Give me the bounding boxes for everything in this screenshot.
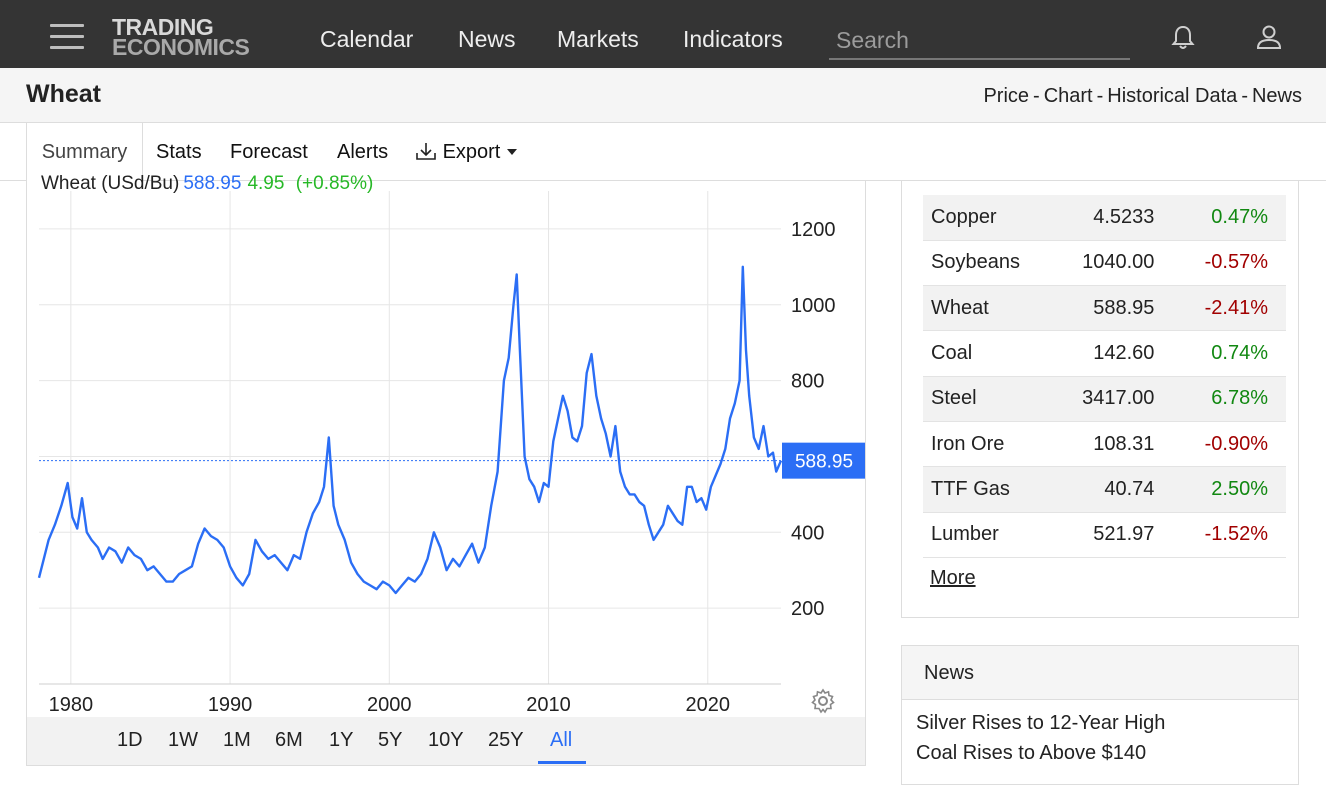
range-1d[interactable]: 1D [117,729,143,751]
series-label: Wheat (USd/Bu) [41,173,180,194]
market-name[interactable]: TTF Gas [923,466,1052,513]
link-historical-data[interactable]: Historical Data [1107,85,1238,107]
market-change: -0.57% [1178,240,1286,287]
nav-markets[interactable]: Markets [557,26,639,52]
market-change: -1.52% [1178,512,1286,558]
market-change: 0.47% [1178,195,1286,241]
market-change: 2.50% [1178,466,1286,513]
download-icon [416,143,436,160]
market-value: 521.97 [1051,512,1179,558]
logo-line-2: ECONOMICS [112,34,250,60]
logo-line-1: TRADING [112,14,214,40]
range-all[interactable]: All [550,729,573,751]
tab-stats[interactable]: Stats [156,141,202,163]
market-row[interactable]: Soybeans 1040.00 -0.57% [923,240,1286,287]
market-value: 40.74 [1051,466,1179,513]
range-25y[interactable]: 25Y [488,729,524,751]
market-name[interactable]: Iron Ore [923,421,1052,468]
market-name[interactable]: Lumber [923,512,1052,558]
range-1w[interactable]: 1W [168,729,198,751]
markets-panel: Copper 4.5233 0.47% Soybeans 1040.00 -0.57% Wh… [901,181,1299,618]
page-header: Wheat Price - Chart - Historical Data - News [0,68,1326,123]
active-range-indicator [538,761,586,764]
market-value: 108.31 [1051,421,1179,468]
market-row[interactable]: TTF Gas 40.74 2.50% [923,466,1286,513]
range-5y[interactable]: 5Y [378,729,403,751]
x-tick-label: 2020 [686,694,731,716]
tab-forecast[interactable]: Forecast [230,141,308,163]
market-name[interactable]: Wheat [923,285,1052,332]
news-item[interactable]: Coal Rises to Above $140 [916,742,1147,764]
range-1m[interactable]: 1M [223,729,251,751]
page-title: Wheat [26,80,101,108]
market-row[interactable]: Copper 4.5233 0.47% [923,195,1286,241]
menu-icon[interactable] [50,24,84,49]
market-row[interactable]: Iron Ore 108.31 -0.90% [923,421,1286,468]
market-change: 0.74% [1178,330,1286,377]
market-value: 3417.00 [1051,376,1179,422]
price-tag-box [782,442,865,479]
tab-alerts[interactable]: Alerts [337,141,389,163]
price-change: 4.95 [247,173,285,194]
market-name[interactable]: Coal [923,330,1052,377]
y-tick-label: 1200 [791,219,836,241]
tab-bar: Summary Stats Forecast Alerts Export [0,123,1326,181]
link-chart[interactable]: Chart [1043,85,1093,107]
price-change-pct: (+0.85%) [295,173,374,194]
market-change: -0.90% [1178,421,1286,468]
market-value: 4.5233 [1051,195,1179,241]
y-tick-label: 400 [791,522,824,544]
market-value: 588.95 [1051,285,1179,332]
market-row[interactable]: Wheat 588.95 -2.41% [923,285,1286,332]
section-links: Price - Chart - Historical Data - News [983,85,1302,107]
price-series-line [37,265,783,595]
x-tick-label: 2010 [526,694,571,716]
logo[interactable]: TRADING ECONOMICS [112,14,250,60]
x-tick-label: 2000 [367,694,412,716]
tab-export[interactable]: Export [415,123,518,181]
range-1y[interactable]: 1Y [329,729,354,751]
bell-icon[interactable] [1168,22,1198,52]
price-chart-panel: Wheat (USd/Bu) 588.95 4.95 (+0.85%) 200 400… [26,173,866,766]
y-tick-label: 1000 [791,295,836,317]
price-chart[interactable]: 200 400 800 1000 1200 1980 1990 2000 2010 2020 588… [27,181,865,718]
market-row[interactable]: Coal 142.60 0.74% [923,330,1286,377]
nav-indicators[interactable]: Indicators [683,26,783,52]
market-row[interactable]: Lumber 521.97 -1.52% [923,512,1286,558]
market-change: -2.41% [1178,285,1286,332]
range-10y[interactable]: 10Y [428,729,464,751]
y-tick-label: 200 [791,598,824,620]
top-navbar: TRADING ECONOMICS Calendar News Markets … [0,0,1326,68]
link-price[interactable]: Price [983,85,1030,107]
news-heading: News [902,646,1298,700]
news-item[interactable]: Silver Rises to 12-Year High [916,712,1166,734]
nav-calendar[interactable]: Calendar [320,26,414,52]
last-price: 588.95 [183,173,242,194]
nav-news[interactable]: News [458,26,516,52]
market-value: 1040.00 [1051,240,1179,287]
y-tick-label: 800 [791,371,824,393]
user-icon[interactable] [1254,22,1284,52]
market-row[interactable]: Steel 3417.00 6.78% [923,376,1286,422]
price-tag-label: 588.95 [795,452,853,473]
caret-down-icon [506,149,517,155]
tab-summary[interactable]: Summary [26,123,143,181]
link-news[interactable]: News [1251,85,1302,107]
market-change: 6.78% [1178,376,1286,422]
market-value: 142.60 [1051,330,1179,377]
x-tick-label: 1980 [49,694,94,716]
market-name[interactable]: Soybeans [923,240,1052,287]
search-input[interactable] [829,22,1130,60]
chart-title: Wheat (USd/Bu) 588.95 4.95 (+0.85%) [41,173,373,195]
news-panel: News Silver Rises to 12-Year High Coal R… [901,645,1299,785]
tab-export-label: Export [442,141,501,163]
market-name[interactable]: Steel [923,376,1052,422]
markets-table: Copper 4.5233 0.47% Soybeans 1040.00 -0.57% Wh… [923,195,1286,558]
settings-gear-icon[interactable] [810,688,836,714]
x-tick-label: 1990 [208,694,253,716]
range-6m[interactable]: 6M [275,729,303,751]
more-link[interactable]: More [930,567,976,589]
range-selector: 1D 1W 1M 6M 1Y 5Y 10Y 25Y All [27,717,865,765]
market-name[interactable]: Copper [923,195,1052,241]
